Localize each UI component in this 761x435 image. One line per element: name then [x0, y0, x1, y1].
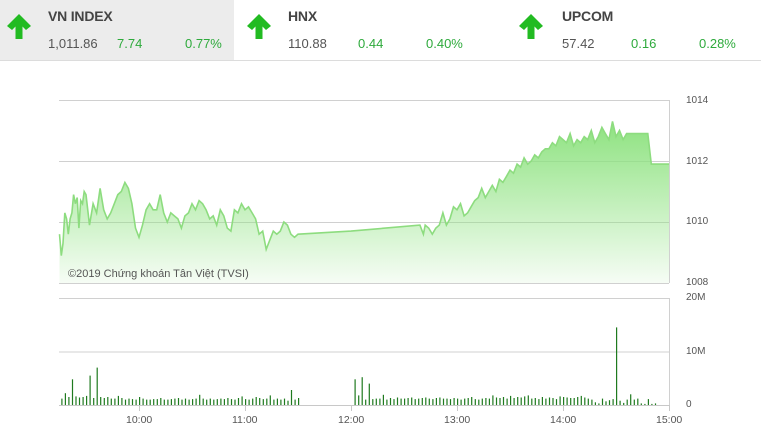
- price-y-label: 1014: [686, 95, 709, 106]
- ticker-value: 110.88: [288, 36, 327, 51]
- volume-y-label: 20M: [686, 292, 706, 303]
- ticker-name: UPCOM: [562, 8, 614, 24]
- arrow-up-icon: [519, 14, 543, 39]
- price-y-label: 1008: [686, 277, 709, 288]
- ticker-change: 0.16: [631, 36, 657, 51]
- price-y-label: 1012: [686, 156, 709, 167]
- price-area: [59, 121, 669, 284]
- ticker-value: 1,011.86: [48, 36, 98, 51]
- ticker-upcom[interactable]: UPCOM 57.42 0.16 0.28%: [500, 0, 761, 60]
- volume-y-label: 0: [686, 399, 692, 410]
- arrow-up-icon: [247, 14, 271, 39]
- volume-bars: [61, 327, 657, 405]
- index-ticker-bar: VN INDEX 1,011.86 7.74 0.77% HNX 110.88 …: [0, 0, 761, 61]
- ticker-percent: 0.77%: [185, 36, 222, 51]
- copyright-text: ©2019 Chứng khoán Tân Việt (TVSI): [68, 268, 249, 280]
- ticker-change: 0.44: [358, 36, 384, 51]
- volume-gridlines: [59, 298, 670, 406]
- price-line: [58, 121, 669, 256]
- x-axis-label: 11:00: [232, 414, 258, 426]
- x-axis-label: 15:00: [656, 414, 683, 426]
- ticker-percent: 0.28%: [699, 36, 736, 51]
- x-axis-ticks: [139, 405, 670, 411]
- ticker-name: HNX: [288, 8, 317, 24]
- ticker-change: 7.74: [117, 36, 143, 51]
- price-y-label: 1010: [686, 216, 709, 227]
- ticker-name: VN INDEX: [48, 8, 113, 24]
- ticker-vnindex[interactable]: VN INDEX 1,011.86 7.74 0.77%: [0, 0, 234, 60]
- ticker-value: 57.42: [562, 36, 595, 51]
- x-axis-label: 12:00: [338, 414, 365, 426]
- x-axis-label: 10:00: [126, 414, 153, 426]
- volume-y-label: 10M: [686, 346, 706, 357]
- ticker-percent: 0.40%: [426, 36, 463, 51]
- x-axis-label: 13:00: [444, 414, 471, 426]
- x-axis-label: 14:00: [550, 414, 577, 426]
- ticker-hnx[interactable]: HNX 110.88 0.44 0.40%: [234, 0, 500, 60]
- arrow-up-icon: [7, 14, 31, 39]
